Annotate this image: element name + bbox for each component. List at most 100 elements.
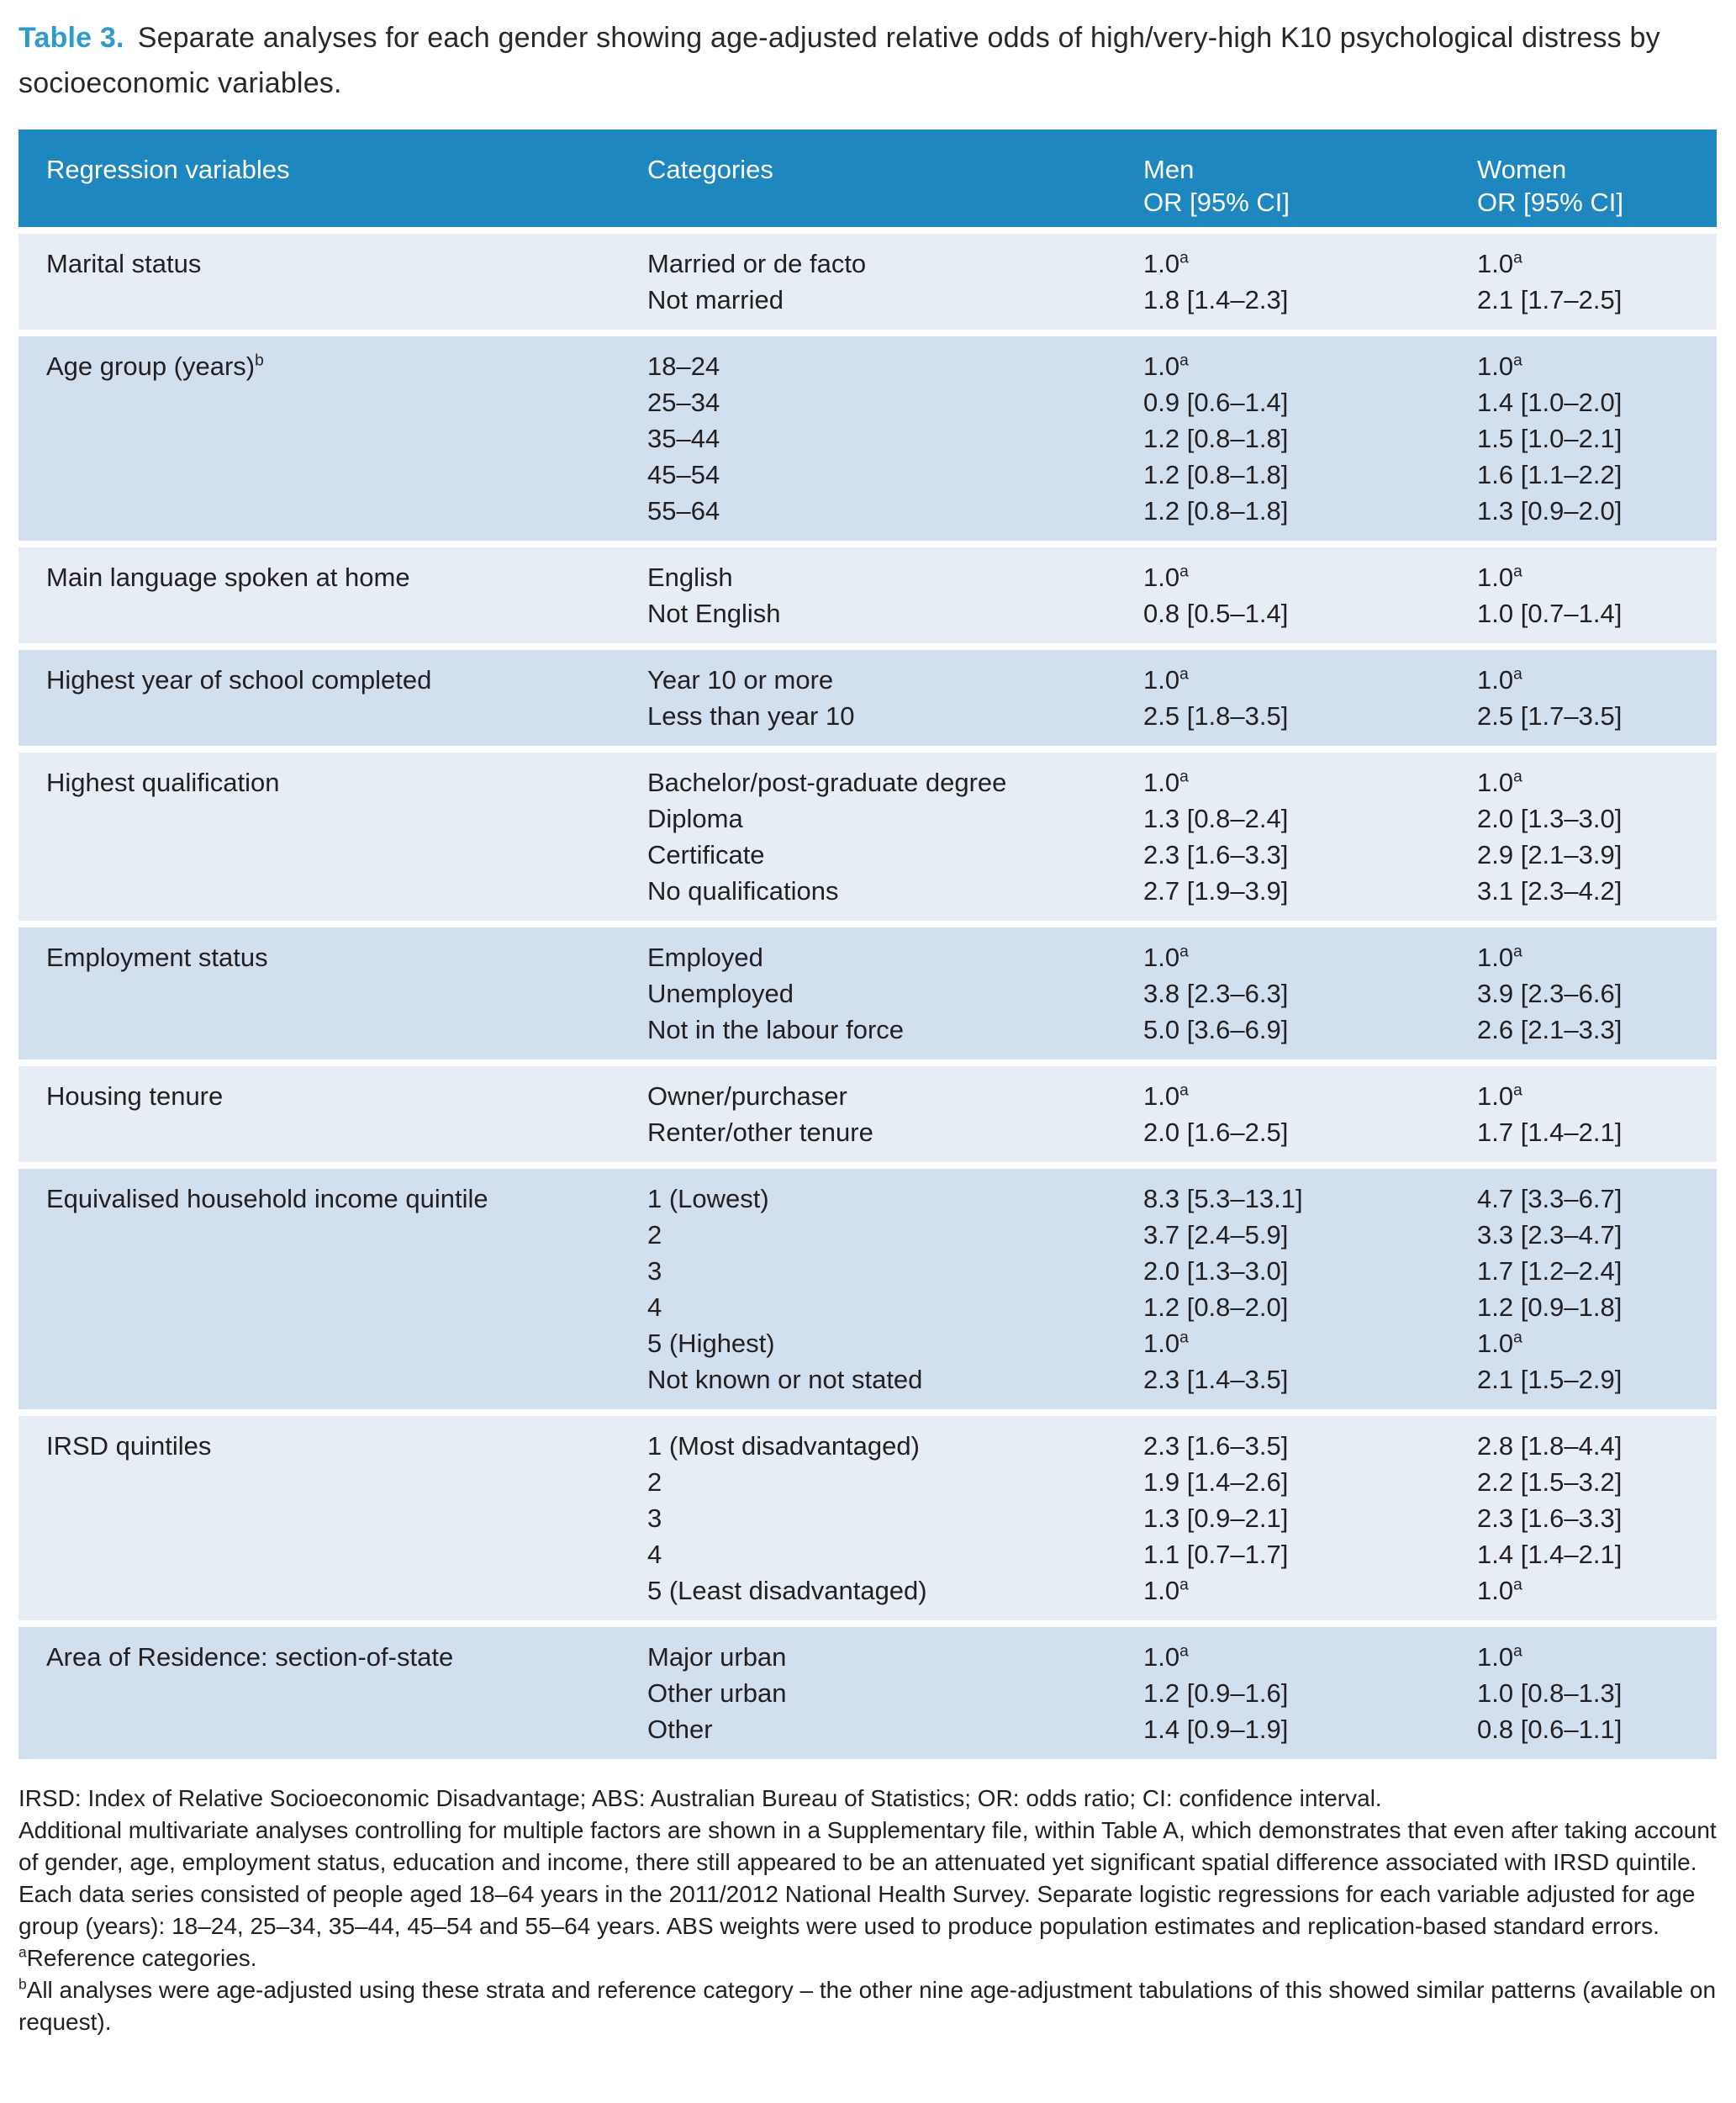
reference-superscript: a — [1513, 563, 1522, 581]
footnote-marker: a — [18, 1943, 27, 1961]
header-regression-variables-label: Regression variables — [46, 155, 290, 184]
men-or-value: 2.3 [1.4–3.5] — [1143, 1365, 1289, 1394]
men-or-value: 1.0a — [1143, 1081, 1189, 1111]
women-or-value: 1.2 [0.9–1.8] — [1477, 1292, 1623, 1322]
category-value: Diploma — [647, 804, 743, 833]
categories-cell: Year 10 or more Less than year 10 — [647, 662, 1143, 734]
reference-superscript: a — [1513, 665, 1522, 684]
men-or-value: 1.0a — [1143, 351, 1189, 381]
women-or-value: 2.8 [1.8–4.4] — [1477, 1431, 1623, 1461]
women-or-value: 1.4 [1.4–2.1] — [1477, 1540, 1623, 1569]
table-section: Marital status Married or de facto Not ma… — [18, 234, 1717, 330]
men-or-value: 0.9 [0.6–1.4] — [1143, 388, 1289, 417]
women-or-value: 3.9 [2.3–6.6] — [1477, 979, 1623, 1008]
categories-cell: Major urban Other urban Other — [647, 1639, 1143, 1747]
women-or-value: 1.0a — [1477, 943, 1522, 972]
categories-cell: Employed Unemployed Not in the labour forc… — [647, 939, 1143, 1048]
regression-variable-label: Housing tenure — [46, 1081, 224, 1111]
footnote-text: All analyses were age-adjusted using the… — [18, 1977, 1717, 2035]
category-value: Not married — [647, 285, 784, 314]
header-categories: Categories — [647, 153, 1143, 186]
category-value: Year 10 or more — [647, 665, 834, 695]
men-or-cell: 1.0a 2.5 [1.8–3.5] — [1143, 662, 1477, 734]
categories-cell: Owner/purchaser Renter/other tenure — [647, 1078, 1143, 1150]
men-or-cell: 1.0a 1.8 [1.4–2.3] — [1143, 246, 1477, 318]
header-men: Men OR [95% CI] — [1143, 153, 1477, 219]
regression-variable-cell: Age group (years)b — [18, 348, 647, 529]
reference-superscript: a — [1179, 943, 1189, 961]
women-or-value: 2.1 [1.7–2.5] — [1477, 285, 1623, 314]
footnote: Each data series consisted of people age… — [18, 1878, 1717, 1942]
women-or-value: 1.0a — [1477, 563, 1522, 592]
header-women: Women OR [95% CI] — [1477, 153, 1717, 219]
reference-superscript: a — [1513, 351, 1522, 370]
reference-superscript: a — [1179, 665, 1189, 684]
women-or-value: 2.5 [1.7–3.5] — [1477, 701, 1623, 731]
footnote: bAll analyses were age-adjusted using th… — [18, 1974, 1717, 2038]
category-value: Less than year 10 — [647, 701, 855, 731]
women-or-value: 4.7 [3.3–6.7] — [1477, 1184, 1623, 1213]
women-or-value: 2.2 [1.5–3.2] — [1477, 1467, 1623, 1497]
header-men-label: Men — [1143, 155, 1195, 184]
reference-superscript: a — [1513, 943, 1522, 961]
category-value: Not in the labour force — [647, 1015, 905, 1044]
men-or-value: 3.7 [2.4–5.9] — [1143, 1220, 1289, 1250]
category-value: English — [647, 563, 733, 592]
variable-superscript: b — [255, 351, 264, 370]
table-section: Area of Residence: section-of-state Majo… — [18, 1627, 1717, 1759]
category-value: Owner/purchaser — [647, 1081, 847, 1111]
women-or-cell: 1.0a 3.9 [2.3–6.6] 2.6 [2.1–3.3] — [1477, 939, 1717, 1048]
men-or-value: 2.3 [1.6–3.5] — [1143, 1431, 1289, 1461]
women-or-cell: 1.0a 1.7 [1.4–2.1] — [1477, 1078, 1717, 1150]
reference-superscript: a — [1513, 1576, 1522, 1594]
women-or-value: 1.0a — [1477, 1576, 1522, 1605]
women-or-value: 2.6 [2.1–3.3] — [1477, 1015, 1623, 1044]
women-or-value: 1.6 [1.1–2.2] — [1477, 460, 1623, 489]
category-value: Married or de facto — [647, 249, 867, 278]
regression-variable-cell: Employment status — [18, 939, 647, 1048]
men-or-value: 1.0a — [1143, 943, 1189, 972]
category-value: 35–44 — [647, 424, 720, 453]
footnote: aReference categories. — [18, 1942, 1717, 1974]
table-section: Employment status Employed Unemployed Not … — [18, 927, 1717, 1059]
women-or-value: 0.8 [0.6–1.1] — [1477, 1715, 1623, 1744]
table-caption-text: Separate analyses for each gender showin… — [18, 22, 1660, 99]
men-or-cell: 1.0a 0.8 [0.5–1.4] — [1143, 559, 1477, 631]
footnote: Additional multivariate analyses control… — [18, 1815, 1717, 1878]
men-or-value: 1.0a — [1143, 563, 1189, 592]
category-value: 3 — [647, 1503, 662, 1533]
header-categories-label: Categories — [647, 155, 773, 184]
category-value: Other urban — [647, 1678, 787, 1708]
table-caption: Table 3. Separate analyses for each gende… — [18, 15, 1717, 106]
header-regression-variables: Regression variables — [18, 153, 647, 186]
men-or-value: 1.3 [0.9–2.1] — [1143, 1503, 1289, 1533]
table-section: Highest year of school completed Year 10… — [18, 650, 1717, 746]
footnote-text: Each data series consisted of people age… — [18, 1881, 1696, 1939]
men-or-value: 1.0a — [1143, 249, 1189, 278]
table-section: Main language spoken at home English Not … — [18, 547, 1717, 643]
men-or-cell: 8.3 [5.3–13.1] 3.7 [2.4–5.9] 2.0 [1.3–3.0]… — [1143, 1181, 1477, 1398]
reference-superscript: a — [1513, 768, 1522, 786]
category-value: 5 (Highest) — [647, 1329, 775, 1358]
men-or-value: 1.0a — [1143, 768, 1189, 797]
category-value: Not known or not stated — [647, 1365, 923, 1394]
regression-variable-cell: Marital status — [18, 246, 647, 318]
men-or-value: 1.0a — [1143, 1642, 1189, 1672]
regression-variable-cell: Housing tenure — [18, 1078, 647, 1150]
category-value: No qualifications — [647, 876, 839, 906]
footnote-marker: b — [18, 1975, 27, 1993]
women-or-cell: 1.0a 1.0 [0.7–1.4] — [1477, 559, 1717, 631]
category-value: 2 — [647, 1220, 662, 1250]
regression-variable-cell: IRSD quintiles — [18, 1428, 647, 1609]
men-or-value: 1.0a — [1143, 1576, 1189, 1605]
men-or-value: 1.2 [0.8–1.8] — [1143, 424, 1289, 453]
category-value: 18–24 — [647, 351, 720, 381]
men-or-value: 1.2 [0.9–1.6] — [1143, 1678, 1289, 1708]
categories-cell: 1 (Most disadvantaged) 2 3 4 5 (Least disadv… — [647, 1428, 1143, 1609]
regression-variable-cell: Equivalised household income quintile — [18, 1181, 647, 1398]
men-or-cell: 1.0a 1.3 [0.8–2.4] 2.3 [1.6–3.3] 2.7 [1.9–3… — [1143, 764, 1477, 909]
men-or-value: 1.2 [0.8–2.0] — [1143, 1292, 1289, 1322]
regression-variable-label: Area of Residence: section-of-state — [46, 1642, 454, 1672]
reference-superscript: a — [1513, 249, 1522, 267]
categories-cell: Bachelor/post-graduate degree Diploma Cert… — [647, 764, 1143, 909]
